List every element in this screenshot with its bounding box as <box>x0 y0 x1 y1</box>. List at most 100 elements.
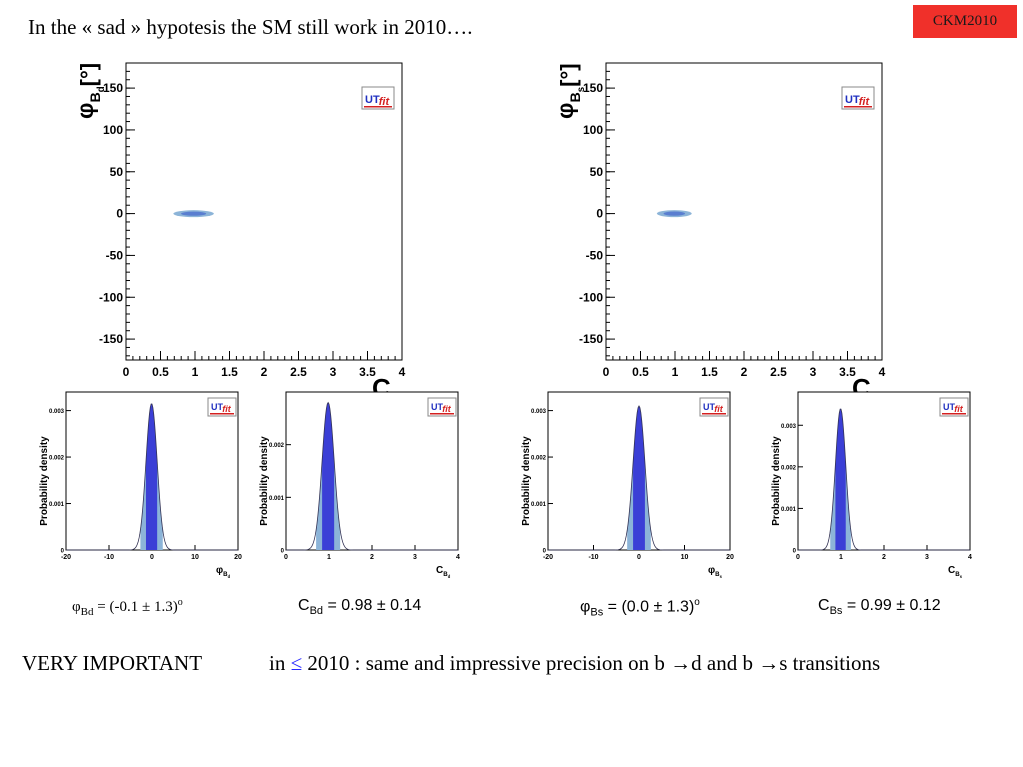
x-tick-label: 3 <box>330 365 337 379</box>
utfit-logo-box <box>427 397 457 417</box>
x-tick-label: 20 <box>234 554 242 561</box>
x-tick-label: 2.5 <box>290 365 307 379</box>
x-tick-label: -20 <box>543 554 553 561</box>
plot-frame <box>797 391 971 551</box>
x-tick-label: 3.5 <box>359 365 376 379</box>
y-tick-label: 100 <box>583 123 603 137</box>
utfit-logo-text-ut: UT <box>845 94 860 106</box>
statement-prefix: in <box>269 651 286 675</box>
x-tick-label: 0 <box>603 365 610 379</box>
result-phi-bs: φBs = (0.0 ± 1.3)o <box>580 597 700 619</box>
x-tick-label: 2 <box>261 365 268 379</box>
y-axis-label: Probability density <box>259 436 270 526</box>
x-tick-label: 2 <box>370 554 374 561</box>
y-tick-label: 0.002 <box>781 465 797 471</box>
utfit-logo-underline <box>364 106 392 108</box>
utfit-logo-underline <box>430 413 454 415</box>
pdf-plot-c-bs: 0 1 2 3 4 0 0.001 0.002 0.003 CBs Probability dens… <box>771 391 972 579</box>
x-tick-label: 20 <box>726 554 734 561</box>
y-tick-label: 50 <box>590 165 604 179</box>
result-sup: o <box>177 597 183 608</box>
x-axis-label: φBs <box>708 565 723 579</box>
x-tick-label: 10 <box>681 554 689 561</box>
x-tick-label: 4 <box>456 554 460 561</box>
utfit-logo-text-ut: UT <box>431 402 443 412</box>
y-tick-label: 0 <box>793 549 797 555</box>
result-symbol: φ <box>72 599 81 615</box>
utfit-logo-text-ut: UT <box>211 402 223 412</box>
x-tick-label: 1 <box>192 365 199 379</box>
y-tick-label: 0.003 <box>531 409 547 415</box>
pdf-band-68 <box>322 402 335 550</box>
x-tick-label: 2 <box>741 365 748 379</box>
y-tick-label: 0.001 <box>531 502 547 508</box>
pdf-curve <box>66 403 238 551</box>
result-value: = (0.0 ± 1.3) <box>603 598 695 616</box>
utfit-logo-underline <box>844 106 872 108</box>
utfit-logo-box <box>939 397 969 417</box>
pdf-plot-phi-bs: -20 -10 0 10 20 0 0.001 0.002 0.003 φBs Probabilit… <box>521 391 734 579</box>
y-tick-label: 0 <box>281 549 285 555</box>
result-symbol: C <box>818 597 830 614</box>
scatter-plot-bs: 00.511.522.533.54-150-100-50050100150CBs… <box>552 62 889 412</box>
result-c-bd: CBd = 0.98 ± 0.14 <box>298 597 421 617</box>
pdf-band-68 <box>633 405 645 550</box>
x-tick-label: 4 <box>879 365 886 379</box>
x-tick-label: 0.5 <box>632 365 649 379</box>
x-tick-label: 2 <box>882 554 886 561</box>
x-tick-label: 0 <box>284 554 288 561</box>
conference-tag: CKM2010 <box>913 5 1017 38</box>
x-tick-label: 1.5 <box>221 365 238 379</box>
y-tick-label: -100 <box>579 290 603 304</box>
x-axis-label: CBs <box>948 565 963 579</box>
x-tick-label: 3 <box>925 554 929 561</box>
x-tick-label: 1 <box>672 365 679 379</box>
x-tick-label: 0.5 <box>152 365 169 379</box>
y-tick-label: 0 <box>596 207 603 221</box>
scatter-plot-bd: 00.511.522.533.54-150-100-50050100150CBd… <box>72 62 409 412</box>
utfit-logo-text-fit: fit <box>714 404 723 414</box>
x-tick-label: -10 <box>104 554 114 561</box>
pdf-curve <box>798 408 970 551</box>
result-sub: Bd <box>309 605 324 618</box>
x-tick-label: 3 <box>810 365 817 379</box>
x-tick-label: 0 <box>796 554 800 561</box>
y-tick-label: 100 <box>103 123 123 137</box>
statement-text: 2010 : same and impressive precision on … <box>307 651 881 675</box>
y-axis-label: φBd[°] <box>72 63 107 119</box>
x-tick-label: 4 <box>968 554 972 561</box>
precision-statement: in ≤ 2010 : same and impressive precisio… <box>269 651 880 676</box>
y-axis-label: Probability density <box>771 436 782 526</box>
utfit-logo-text-ut: UT <box>365 94 380 106</box>
x-tick-label: 1 <box>839 554 843 561</box>
result-symbol: C <box>298 597 310 614</box>
x-tick-label: 3 <box>413 554 417 561</box>
x-tick-label: 1 <box>327 554 331 561</box>
result-c-bs: CBs = 0.99 ± 0.12 <box>818 597 941 617</box>
plot-frame <box>285 391 459 551</box>
x-tick-label: -20 <box>61 554 71 561</box>
pdf-band-68 <box>835 408 846 550</box>
utfit-logo-text-fit: fit <box>859 96 871 108</box>
plot-frame <box>605 62 883 361</box>
confidence-region-inner <box>663 211 686 216</box>
pdf-plot-c-bd: 0 1 2 3 4 0 0.001 0.002 CBd Probability density UT… <box>259 391 460 579</box>
y-tick-label: -50 <box>586 248 604 262</box>
x-tick-label: 1.5 <box>701 365 718 379</box>
less-equal-symbol: ≤ <box>290 651 303 675</box>
utfit-logo-text-ut: UT <box>943 402 955 412</box>
x-tick-label: 2.5 <box>770 365 787 379</box>
x-axis-label: CBd <box>436 565 451 579</box>
y-tick-label: 0.002 <box>531 456 547 462</box>
y-tick-label: 0.002 <box>269 443 285 449</box>
x-tick-label: 0 <box>637 554 641 561</box>
utfit-logo-underline <box>942 413 966 415</box>
y-tick-label: 0.002 <box>49 456 65 462</box>
y-tick-label: -100 <box>99 290 123 304</box>
pdf-plot-phi-bd: -20 -10 0 10 20 0 0.001 0.002 0.003 φBd Probabilit… <box>39 391 242 579</box>
utfit-logo-text-fit: fit <box>442 404 451 414</box>
utfit-logo-box <box>699 397 729 417</box>
x-tick-label: 4 <box>399 365 406 379</box>
pdf-band-68 <box>145 403 158 550</box>
y-tick-label: 0.001 <box>781 507 797 513</box>
